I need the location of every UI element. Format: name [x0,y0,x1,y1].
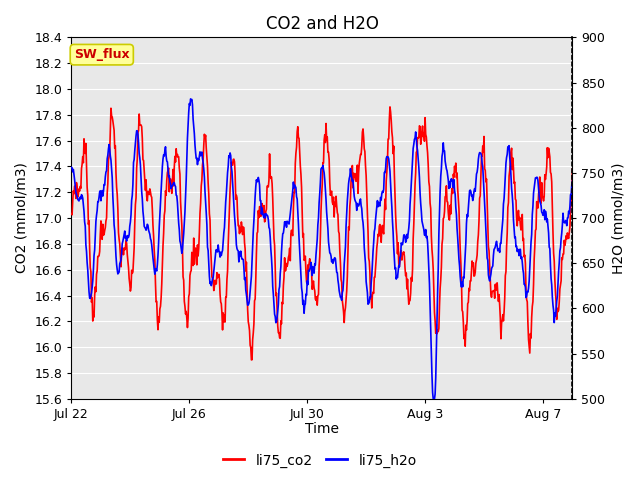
Y-axis label: H2O (mmol/m3): H2O (mmol/m3) [611,162,625,274]
Text: SW_flux: SW_flux [74,48,129,61]
Legend: li75_co2, li75_h2o: li75_co2, li75_h2o [218,448,422,473]
X-axis label: Time: Time [305,422,339,436]
Title: CO2 and H2O: CO2 and H2O [266,15,378,33]
Y-axis label: CO2 (mmol/m3): CO2 (mmol/m3) [15,163,29,274]
